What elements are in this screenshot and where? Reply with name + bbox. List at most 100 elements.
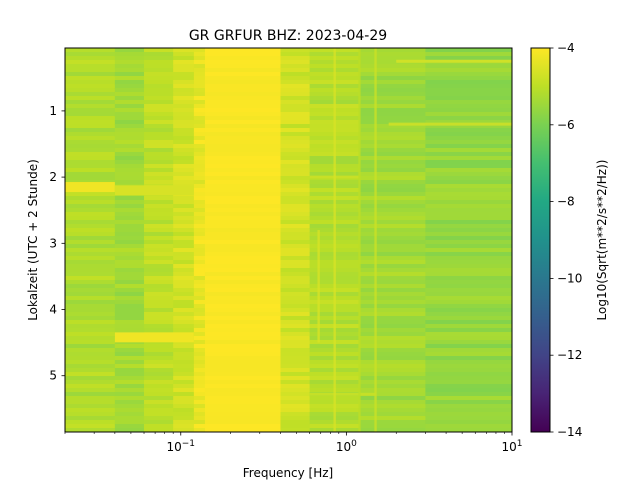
heatmap-cell [204, 348, 282, 353]
heatmap-cell [173, 160, 195, 165]
heatmap-cell [193, 408, 206, 413]
heatmap-cell [193, 356, 206, 361]
heatmap-cell [280, 252, 311, 257]
heatmap-cell [114, 92, 145, 97]
heatmap-cell [114, 232, 145, 237]
heatmap-cell [204, 184, 282, 189]
heatmap-cell [359, 396, 427, 401]
heatmap-cell [65, 92, 116, 97]
heatmap-cell [144, 404, 174, 409]
heatmap-cell [173, 208, 195, 213]
heatmap-cell [280, 404, 311, 409]
heatmap-cell [359, 124, 427, 129]
heatmap-cell [204, 308, 282, 313]
heatmap-cell [193, 208, 206, 213]
heatmap-cell [204, 340, 282, 345]
heatmap-cell [425, 388, 512, 393]
heatmap-cell [173, 400, 195, 405]
heatmap-cell [193, 212, 206, 217]
heatmap-cell [193, 132, 206, 137]
heatmap-cell [204, 60, 282, 65]
heatmap-cell [114, 252, 145, 257]
heatmap-cell [359, 392, 427, 397]
heatmap-cell [280, 192, 311, 197]
heatmap-cell [425, 344, 512, 349]
heatmap-cell [193, 228, 206, 233]
heatmap-cell [359, 168, 427, 173]
heatmap-cell [114, 108, 145, 113]
heatmap-cell [144, 360, 174, 365]
heatmap-cell [359, 200, 427, 205]
heatmap-cell [359, 88, 427, 93]
heatmap-cell [204, 180, 282, 185]
heatmap-cell [425, 368, 512, 373]
heatmap-cell [65, 244, 116, 249]
heatmap-cell [425, 412, 512, 417]
heatmap-cell [359, 48, 427, 53]
heatmap-cell [144, 416, 174, 421]
heatmap-cell [144, 344, 174, 349]
heatmap-cell [280, 72, 311, 77]
heatmap-cell [280, 132, 311, 137]
heatmap-cell [65, 64, 116, 69]
heatmap-cell [65, 348, 116, 353]
heatmap-cell [114, 244, 145, 249]
heatmap-cell [173, 256, 195, 261]
heatmap-cell [114, 76, 145, 81]
heatmap-cell [204, 248, 282, 253]
colorbar-tick-label: −6 [557, 118, 575, 132]
heatmap-cell [173, 420, 195, 425]
heatmap-cell [173, 392, 195, 397]
heatmap-cell [65, 112, 116, 117]
heatmap-cell [280, 360, 311, 365]
heatmap-cell [425, 264, 512, 269]
heatmap-cell [280, 364, 311, 369]
heatmap-cell [173, 300, 195, 305]
heatmap-cell [114, 180, 145, 185]
heatmap-cell [359, 252, 427, 257]
heatmap-cell [193, 120, 206, 125]
heatmap-cell [144, 204, 174, 209]
heatmap-cell [204, 360, 282, 365]
heatmap-cell [204, 316, 282, 321]
heatmap-cell [359, 188, 427, 193]
heatmap-cell [114, 136, 145, 141]
heatmap-cell [173, 356, 195, 361]
heatmap-cell [425, 296, 512, 301]
heatmap-cell [65, 196, 116, 201]
heatmap-cell [193, 364, 206, 369]
heatmap-cell [193, 260, 206, 265]
heatmap-cell [144, 300, 174, 305]
heatmap-cell [204, 172, 282, 177]
heatmap-cell [144, 264, 174, 269]
heatmap-cell [280, 356, 311, 361]
heatmap-cell [193, 360, 206, 365]
heatmap-cell [359, 260, 427, 265]
heatmap-cell [425, 52, 512, 57]
heatmap-cell [144, 172, 174, 177]
heatmap-cell [114, 72, 145, 77]
heatmap-cell [173, 344, 195, 349]
heatmap-cell [193, 156, 206, 161]
heatmap-cell [280, 88, 311, 93]
heatmap-cell [173, 324, 195, 329]
heatmap-cell [280, 352, 311, 357]
heatmap-cell [65, 324, 116, 329]
heatmap-cell [204, 196, 282, 201]
heatmap-cell [144, 100, 174, 105]
heatmap-cell [193, 56, 206, 61]
heatmap-cell [173, 136, 195, 141]
heatmap-cell [204, 344, 282, 349]
colorbar-tick-label: −10 [557, 271, 582, 285]
heatmap-cell [193, 192, 206, 197]
horizontal-line [396, 59, 512, 63]
heatmap-cell [425, 152, 512, 157]
heatmap-cell [114, 56, 145, 61]
heatmap-cell [193, 284, 206, 289]
heatmap-cell [359, 184, 427, 189]
heatmap-cell [114, 428, 145, 432]
heatmap-cell [280, 248, 311, 253]
heatmap-cell [65, 100, 116, 105]
heatmap-cell [173, 388, 195, 393]
heatmap-cell [114, 272, 145, 277]
